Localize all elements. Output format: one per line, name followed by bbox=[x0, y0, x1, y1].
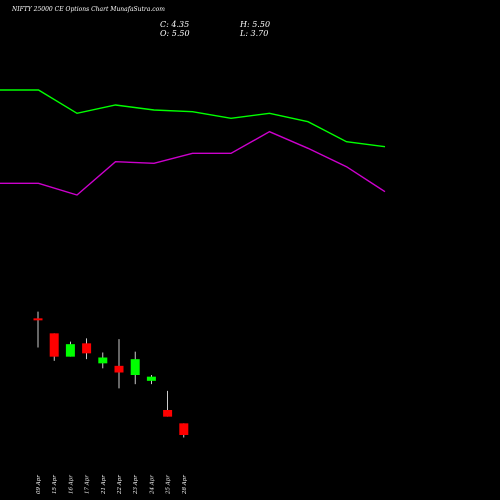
open-value: O: 5.50 bbox=[160, 29, 190, 38]
high-value: H: 5.50 bbox=[240, 20, 271, 29]
candle-body bbox=[33, 318, 43, 321]
close-value: C: 4.35 bbox=[160, 20, 190, 29]
date-label: 25 Apr bbox=[166, 475, 172, 495]
chart-title: NIFTY 25000 CE Options Chart MunafaSutra… bbox=[12, 6, 165, 13]
candle-body bbox=[146, 376, 156, 381]
candle-body bbox=[65, 344, 75, 357]
date-label: 09 Apr bbox=[36, 475, 42, 494]
date-label: 21 Apr bbox=[101, 475, 107, 495]
candle-body bbox=[49, 333, 59, 357]
lower-band-line bbox=[0, 130, 386, 196]
date-label: 15 Apr bbox=[52, 475, 58, 494]
date-label: 17 Apr bbox=[85, 475, 91, 494]
date-label: 16 Apr bbox=[68, 475, 74, 494]
date-label: 24 Apr bbox=[149, 475, 155, 495]
date-label: 23 Apr bbox=[133, 475, 139, 495]
candle-body bbox=[130, 359, 140, 375]
candle-body bbox=[163, 410, 173, 417]
date-label: 22 Apr bbox=[117, 475, 123, 495]
candle-body bbox=[114, 365, 124, 373]
candle-body bbox=[82, 343, 92, 354]
upper-band-line bbox=[0, 89, 386, 148]
low-value: L: 3.70 bbox=[240, 29, 269, 38]
candle-body bbox=[98, 357, 108, 364]
date-label: 28 Apr bbox=[182, 475, 188, 495]
candle-body bbox=[179, 423, 189, 435]
